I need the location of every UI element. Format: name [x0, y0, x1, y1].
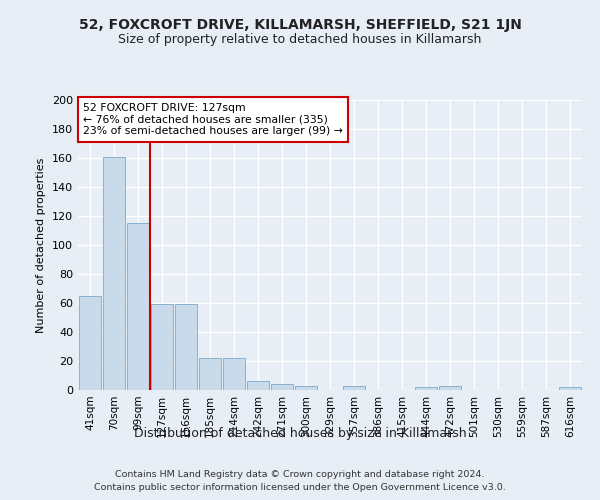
- Text: Contains public sector information licensed under the Open Government Licence v3: Contains public sector information licen…: [94, 482, 506, 492]
- Y-axis label: Number of detached properties: Number of detached properties: [37, 158, 46, 332]
- Bar: [127, 223, 149, 390]
- Text: Size of property relative to detached houses in Killamarsh: Size of property relative to detached ho…: [118, 32, 482, 46]
- Bar: [223, 358, 245, 390]
- Bar: [559, 387, 581, 390]
- Bar: [103, 156, 125, 390]
- Bar: [199, 358, 221, 390]
- Bar: [175, 304, 197, 390]
- Bar: [271, 384, 293, 390]
- Bar: [439, 386, 461, 390]
- Bar: [79, 296, 101, 390]
- Bar: [343, 386, 365, 390]
- Text: Contains HM Land Registry data © Crown copyright and database right 2024.: Contains HM Land Registry data © Crown c…: [115, 470, 485, 479]
- Bar: [295, 386, 317, 390]
- Text: 52, FOXCROFT DRIVE, KILLAMARSH, SHEFFIELD, S21 1JN: 52, FOXCROFT DRIVE, KILLAMARSH, SHEFFIEL…: [79, 18, 521, 32]
- Bar: [415, 387, 437, 390]
- Text: Distribution of detached houses by size in Killamarsh: Distribution of detached houses by size …: [134, 428, 466, 440]
- Text: 52 FOXCROFT DRIVE: 127sqm
← 76% of detached houses are smaller (335)
23% of semi: 52 FOXCROFT DRIVE: 127sqm ← 76% of detac…: [83, 103, 343, 136]
- Bar: [247, 382, 269, 390]
- Bar: [151, 304, 173, 390]
